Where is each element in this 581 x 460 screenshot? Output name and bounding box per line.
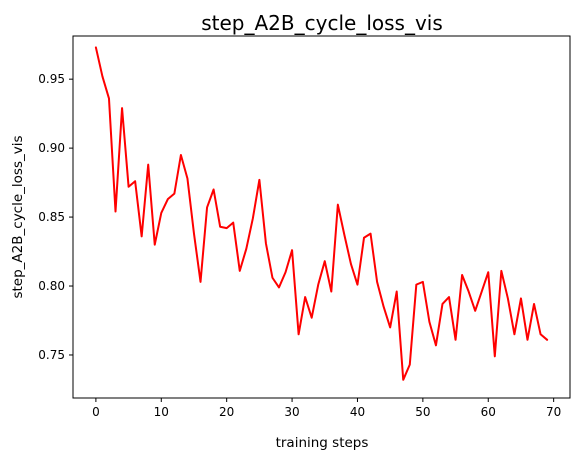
x-tick-label: 50	[415, 405, 430, 419]
chart-title: step_A2B_cycle_loss_vis	[201, 11, 443, 35]
series-line	[94, 46, 549, 381]
axes-frame	[72, 35, 571, 399]
x-tick-label: 30	[284, 405, 299, 419]
y-axis-label: step_A2B_cycle_loss_vis	[10, 135, 26, 298]
y-tick-label: 0.75	[38, 348, 65, 362]
y-tick-label: 0.90	[38, 141, 65, 155]
x-axis-ticks: 0 10 20 30 40 50 60 70	[92, 398, 561, 419]
x-tick-label: 60	[481, 405, 496, 419]
plot-area	[94, 46, 549, 381]
x-tick-label: 70	[546, 405, 561, 419]
x-tick-label: 40	[350, 405, 365, 419]
y-tick-label: 0.80	[38, 279, 65, 293]
x-axis-label: training steps	[276, 435, 369, 451]
x-tick-label: 10	[154, 405, 169, 419]
y-tick-label: 0.85	[38, 210, 65, 224]
y-axis-ticks: 0.75 0.80 0.85 0.90 0.95	[38, 72, 73, 362]
x-tick-label: 20	[219, 405, 234, 419]
x-tick-label: 0	[92, 405, 100, 419]
y-tick-label: 0.95	[38, 72, 65, 86]
